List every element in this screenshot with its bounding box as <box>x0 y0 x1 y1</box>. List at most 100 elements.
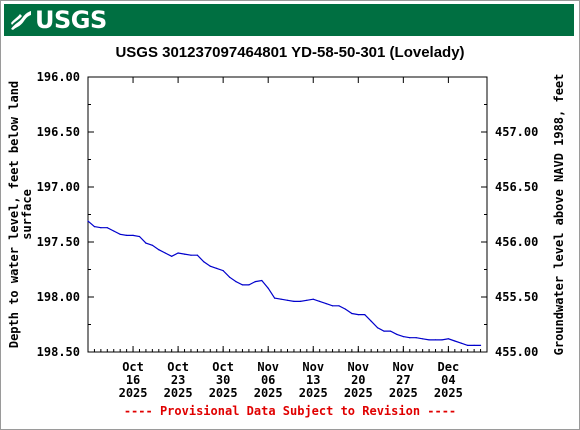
data-point <box>235 281 237 283</box>
data-point <box>306 299 308 301</box>
data-point <box>402 336 404 338</box>
data-point <box>93 226 96 228</box>
data-point <box>479 344 482 346</box>
x-tick-label: Oct <box>212 360 234 374</box>
usgs-wave-icon <box>11 11 31 30</box>
right-y-tick-label: 456.50 <box>495 180 538 194</box>
data-point <box>100 227 102 229</box>
data-point <box>203 261 205 263</box>
data-point <box>158 249 160 251</box>
x-tick-label: Dec <box>438 360 460 374</box>
x-tick-label: 2025 <box>254 386 283 400</box>
data-point <box>338 305 340 307</box>
plot-area-border <box>87 76 488 353</box>
data-point <box>183 253 186 255</box>
left-y-tick-label: 198.50 <box>37 345 80 359</box>
data-point <box>164 252 166 254</box>
x-tick-label: Nov <box>257 360 279 374</box>
data-point <box>138 235 141 238</box>
data-point <box>447 338 449 340</box>
data-point <box>254 281 256 283</box>
data-point <box>177 252 179 254</box>
data-point <box>241 284 244 286</box>
data-point <box>460 342 462 344</box>
left-y-axis-title: Depth to water level, feet below landsur… <box>7 81 34 348</box>
data-point <box>454 340 456 342</box>
data-point <box>319 300 321 302</box>
data-point <box>106 227 108 229</box>
data-point <box>222 270 224 272</box>
x-tick-label: 30 <box>216 373 230 387</box>
data-point <box>473 344 475 346</box>
data-point <box>389 330 392 332</box>
data-point <box>286 299 289 301</box>
x-tick-label: 2025 <box>299 386 328 400</box>
data-point <box>422 338 424 340</box>
x-tick-label: 2025 <box>209 386 238 400</box>
data-point <box>312 298 314 300</box>
x-tick-label: Oct <box>167 360 189 374</box>
data-point <box>267 287 269 289</box>
data-point <box>299 300 301 302</box>
data-point <box>396 333 398 335</box>
data-point <box>228 276 231 278</box>
left-y-tick-label: 196.00 <box>37 70 80 84</box>
data-point <box>415 337 417 339</box>
data-point <box>357 314 359 316</box>
x-tick-label: Nov <box>347 360 369 374</box>
usgs-logo[interactable]: USGS <box>10 4 107 36</box>
data-point <box>126 234 128 236</box>
x-tick-label: Nov <box>302 360 324 374</box>
x-tick-label: 2025 <box>344 386 373 400</box>
x-tick-label: 16 <box>126 373 140 387</box>
data-point <box>331 305 334 307</box>
data-point <box>87 220 89 222</box>
data-point <box>351 312 353 315</box>
data-point <box>248 284 250 286</box>
data-point <box>344 308 347 310</box>
data-point <box>370 320 372 322</box>
left-y-tick-label: 197.00 <box>37 180 80 194</box>
x-tick-label: 27 <box>396 373 410 387</box>
data-point <box>376 327 379 329</box>
x-tick-label: Oct <box>122 360 144 374</box>
x-tick-label: 2025 <box>389 386 418 400</box>
data-point <box>274 297 276 299</box>
x-tick-label: 20 <box>351 373 365 387</box>
data-point <box>119 233 121 235</box>
right-y-axis-title: Groundwater level above NAVD 1988, feet <box>552 74 566 356</box>
data-point <box>209 265 211 267</box>
data-point <box>383 330 385 332</box>
data-point <box>113 230 115 232</box>
chart-title: USGS 301237097464801 YD-58-50-301 (Lovel… <box>115 44 465 61</box>
provisional-notice: ---- Provisional Data Subject to Revisio… <box>123 404 457 418</box>
left-y-tick-label: 197.50 <box>37 235 80 249</box>
data-point <box>196 254 199 256</box>
x-tick-label: Nov <box>392 360 414 374</box>
x-tick-label: 23 <box>171 373 185 387</box>
x-tick-label: 04 <box>441 373 455 387</box>
data-point <box>434 339 437 341</box>
right-y-tick-label: 456.00 <box>495 235 538 249</box>
data-point <box>325 303 327 305</box>
data-point <box>441 339 443 341</box>
right-y-tick-label: 457.00 <box>495 125 538 139</box>
left-y-tick-label: 198.00 <box>37 290 80 304</box>
data-point <box>293 300 295 302</box>
left-y-axis-title-line1: Depth to water level, feet below land <box>7 81 21 348</box>
data-point <box>280 298 282 300</box>
right-y-tick-label: 455.50 <box>495 290 538 304</box>
data-point <box>190 254 192 256</box>
data-point <box>151 244 153 246</box>
x-tick-label: 2025 <box>434 386 463 400</box>
usgs-logo-text: USGS <box>35 6 107 34</box>
left-y-tick-label: 196.50 <box>37 125 80 139</box>
data-point <box>132 234 134 236</box>
series-line <box>87 220 481 346</box>
x-tick-label: 2025 <box>119 386 148 400</box>
right-y-tick-label: 455.00 <box>495 345 538 359</box>
data-point <box>467 344 469 346</box>
data-point <box>171 255 173 257</box>
data-point <box>216 267 218 269</box>
